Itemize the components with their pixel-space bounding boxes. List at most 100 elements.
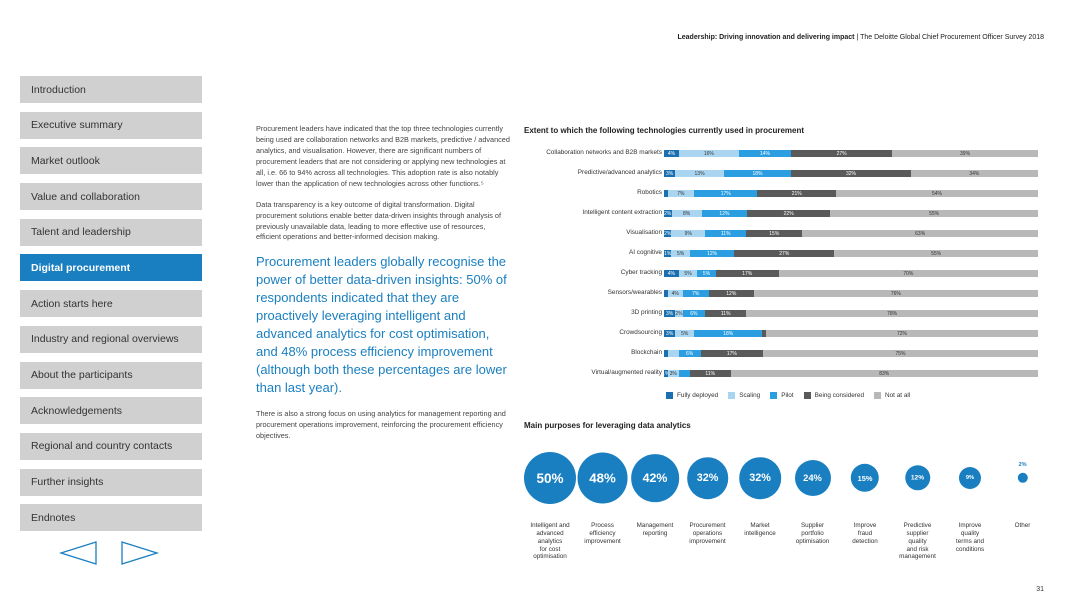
bubble-column: 24% Supplier portfolio optimisation	[785, 440, 841, 580]
bar-segment-pilot: 18%	[694, 330, 763, 337]
nav-item-digital-procurement[interactable]: Digital procurement	[20, 254, 202, 282]
bubble-category-label: Intelligent and advanced analytics for c…	[530, 522, 570, 561]
header-separator: |	[856, 34, 859, 41]
bar-track: 3% 13% 18% 32% 34%	[664, 170, 1038, 177]
bubble: 24%	[794, 459, 831, 497]
bar-category-label: Virtual/augmented reality	[591, 369, 662, 376]
bar-segment-not-at-all: 39%	[892, 150, 1038, 157]
bar-segment-fully-deployed	[664, 350, 668, 357]
bar-row: AI cognitive 1% 5% 12% 27% 55%	[524, 248, 1044, 258]
legend-label: Being considered	[814, 392, 865, 399]
bubble: 50%	[524, 452, 576, 504]
nav-item-industry-and-regional-overviews[interactable]: Industry and regional overviews	[20, 325, 202, 353]
nav-item-endnotes[interactable]: Endnotes	[20, 504, 202, 532]
bubble-column: 2% Other	[995, 440, 1051, 580]
bar-segment-not-at-all: 55%	[834, 250, 1038, 257]
nav-item-market-outlook[interactable]: Market outlook	[20, 147, 202, 175]
nav-item-talent-and-leadership[interactable]: Talent and leadership	[20, 218, 202, 246]
bar-segment-being-considered: 27%	[734, 250, 835, 257]
bar-segment-scaling: 16%	[678, 150, 739, 157]
bar-segment-fully-deployed: 2%	[664, 210, 672, 217]
triangle-right-outline-icon[interactable]	[120, 540, 160, 566]
tech-chart-legend: Fully deployed Scaling Pilot Being consider…	[666, 392, 910, 399]
nav-item-acknowledgements[interactable]: Acknowledgements	[20, 397, 202, 425]
legend-label: Fully deployed	[677, 392, 719, 399]
bar-row: Blockchain 6% 17% 75%	[524, 348, 1044, 358]
header-bold: Leadership: Driving innovation and deliv…	[677, 34, 855, 41]
bubble: 12%	[904, 465, 931, 491]
bar-segment-fully-deployed: 1%	[662, 370, 670, 377]
bar-row: 3D printing 3% 2% 6% 11% 78%	[524, 308, 1044, 318]
bar-track: 4% 16% 14% 27% 39%	[664, 150, 1038, 157]
bubble: 48%	[577, 452, 628, 504]
analytics-purpose-chart: 50% Intelligent and advanced analytics fo…	[524, 440, 1054, 580]
triangle-left-outline-icon[interactable]	[58, 540, 98, 566]
bar-segment-scaling	[667, 350, 679, 357]
bubble-column: 48% Process efficiency improvement	[575, 440, 631, 580]
bar-segment-not-at-all: 55%	[830, 210, 1038, 217]
bar-segment-pilot: 11%	[705, 230, 747, 237]
bar-segment-pilot: 5%	[697, 270, 716, 277]
bar-segment-scaling: 5%	[678, 270, 698, 277]
pull-quote: Procurement leaders globally recognise t…	[256, 254, 507, 395]
legend-swatch	[803, 392, 811, 399]
legend-label: Pilot	[781, 392, 794, 399]
legend-swatch	[666, 392, 673, 399]
bar-segment-pilot: 14%	[738, 150, 792, 157]
bubble-category-label: Market intelligence	[744, 522, 776, 537]
bar-segment-pilot: 17%	[693, 190, 758, 197]
bar-segment-pilot	[678, 370, 690, 377]
bar-segment-being-considered: 17%	[715, 270, 779, 277]
bar-segment-fully-deployed	[664, 190, 668, 197]
bubble-category-label: Improve fraud detection	[852, 522, 878, 545]
body-text: Procurement leaders have indicated that …	[256, 124, 512, 452]
legend-item: Scaling	[728, 392, 760, 399]
bar-segment-not-at-all: 34%	[910, 170, 1038, 177]
bar-row: Robotics 7% 17% 21% 54%	[524, 188, 1044, 198]
bar-track: 2% 9% 11% 15% 63%	[664, 230, 1038, 237]
nav-item-action-starts-here[interactable]: Action starts here	[20, 290, 202, 318]
bar-segment-scaling: 8%	[671, 210, 702, 217]
bar-category-label: Intelligent content extraction	[582, 209, 662, 216]
bar-segment-scaling: 7%	[667, 190, 694, 197]
bar-segment-scaling: 3%	[667, 370, 679, 377]
bar-segment-being-considered: 12%	[708, 290, 754, 297]
bar-category-label: AI cognitive	[628, 249, 662, 256]
bar-segment-pilot: 6%	[678, 350, 701, 357]
nav-item-about-the-participants[interactable]: About the participants	[20, 361, 202, 389]
bar-row: Crowdsourcing 3% 5% 18% 72%	[524, 328, 1044, 338]
bar-category-label: 3D printing	[631, 309, 662, 316]
bar-segment-not-at-all: 70%	[778, 270, 1038, 277]
bar-segment-fully-deployed: 3%	[664, 170, 676, 177]
bar-segment-not-at-all: 75%	[762, 350, 1038, 357]
bar-segment-pilot: 6%	[682, 310, 706, 317]
bar-row: Sensors/wearables 4% 7% 12% 76%	[524, 288, 1044, 298]
nav-item-executive-summary[interactable]: Executive summary	[20, 111, 202, 139]
bar-category-label: Robotics	[637, 189, 662, 196]
bar-row: Collaboration networks and B2B markets 4%…	[524, 148, 1044, 158]
bar-category-label: Cyber tracking	[620, 269, 662, 276]
nav-item-introduction[interactable]: Introduction	[20, 76, 202, 103]
sidebar-nav: Introduction Executive summary Market outl…	[20, 76, 202, 540]
bubble-column: 50% Intelligent and advanced analytics fo…	[522, 440, 578, 580]
tech-usage-chart: Collaboration networks and B2B markets 4%…	[524, 145, 1044, 385]
bar-track: 7% 17% 21% 54%	[664, 190, 1038, 197]
bar-segment-pilot: 18%	[723, 170, 792, 177]
pager	[58, 540, 168, 566]
nav-item-regional-and-country-contacts[interactable]: Regional and country contacts	[20, 432, 202, 460]
bar-segment-being-considered: 27%	[791, 150, 893, 157]
nav-item-value-and-collaboration[interactable]: Value and collaboration	[20, 183, 202, 211]
bar-segment-scaling: 4%	[667, 290, 683, 297]
legend-item: Not at all	[874, 392, 910, 399]
bubble-column: 9% Improve quality terms and conditions	[942, 440, 998, 580]
bar-segment-being-considered: 22%	[747, 210, 831, 217]
nav-item-further-insights[interactable]: Further insights	[20, 468, 202, 496]
bar-segment-not-at-all: 54%	[836, 190, 1038, 197]
bubble-category-label: Other	[1014, 522, 1031, 529]
bar-track: 4% 7% 12% 76%	[664, 290, 1038, 297]
bubble-category-label: Predictive supplier quality and risk man…	[899, 522, 936, 561]
bar-category-label: Predictive/advanced analytics	[577, 169, 662, 176]
transparency-paragraph: Data transparency is a key outcome of di…	[256, 199, 501, 242]
bar-row: Visualisation 2% 9% 11% 15% 63%	[524, 228, 1044, 238]
bubble-column: 15% Improve fraud detection	[837, 440, 893, 580]
